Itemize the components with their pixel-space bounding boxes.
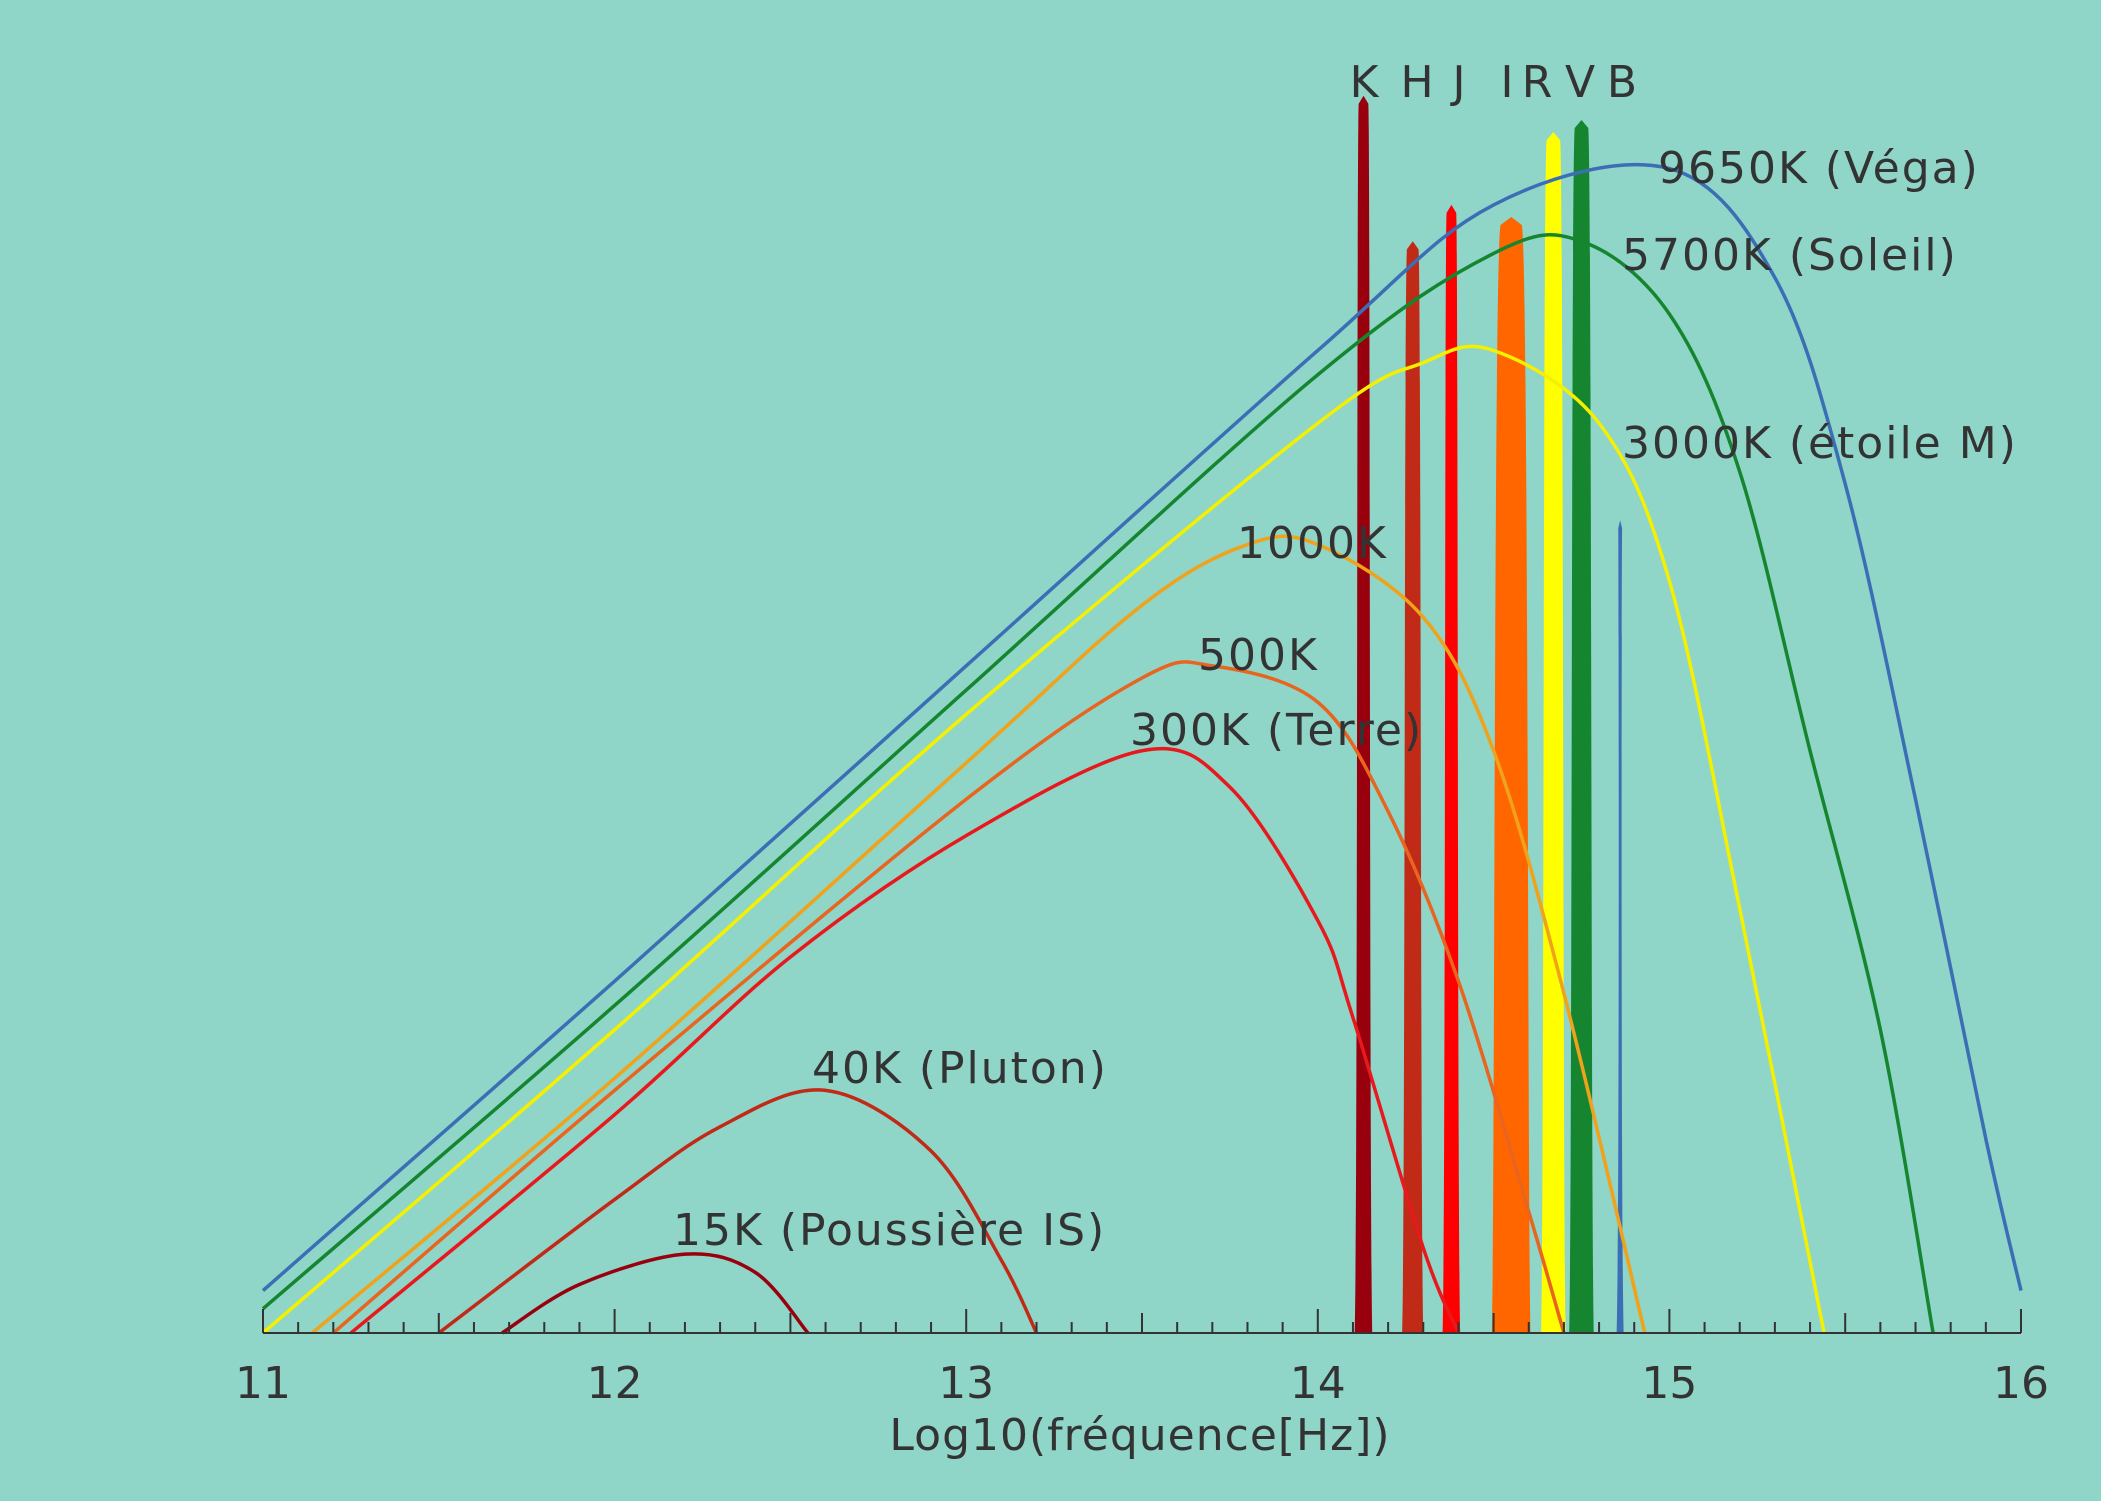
- curve-300k-terre: [349, 746, 1461, 1335]
- curve-3000k-etoile-m: [261, 344, 1826, 1335]
- curve-15k-poussiere-is: [501, 1252, 810, 1335]
- band-letter-k: K: [1350, 57, 1381, 108]
- curve-500k: [332, 660, 1566, 1335]
- band-k: [1354, 95, 1373, 1334]
- curve-9650k-vega: [261, 162, 2023, 1292]
- x-tick-label: 14: [1290, 1358, 1346, 1409]
- curve-5700k-soleil: [261, 233, 1935, 1334]
- curve-40k-pluton: [437, 1088, 1039, 1335]
- label-300k-terre: 300K (Terre): [1130, 705, 1423, 756]
- x-axis: 11 12 13 14 15 16: [235, 1309, 2049, 1409]
- band-i: [1491, 217, 1531, 1333]
- filter-bands: [1354, 95, 1624, 1334]
- label-3000k-etoile-m: 3000K (étoile M): [1622, 418, 2018, 469]
- label-15k-poussiere-is: 15K (Poussière IS): [673, 1205, 1106, 1256]
- curve-1000k: [311, 534, 1647, 1335]
- label-9650k-vega: 9650K (Véga): [1658, 143, 1980, 194]
- label-500k: 500K: [1198, 630, 1319, 681]
- band-j: [1442, 204, 1461, 1333]
- label-5700k-soleil: 5700K (Soleil): [1622, 230, 1958, 281]
- band-letter-i: I: [1501, 57, 1516, 108]
- x-tick-label: 13: [938, 1358, 994, 1409]
- x-tick-label: 16: [1993, 1358, 2049, 1409]
- curve-labels: 9650K (Véga) 5700K (Soleil) 3000K (étoile …: [673, 143, 2018, 1256]
- x-tick-label: 15: [1641, 1358, 1697, 1409]
- band-letter-v: V: [1565, 57, 1597, 108]
- band-h: [1402, 241, 1424, 1333]
- x-axis-title: Log10(fréquence[Hz]): [889, 1410, 1390, 1461]
- band-letter-h: H: [1400, 57, 1435, 108]
- blackbody-curves: [261, 162, 2023, 1335]
- label-1000k: 1000K: [1237, 518, 1388, 569]
- band-letter-j: J: [1450, 57, 1468, 108]
- band-letter-r: R: [1522, 57, 1555, 108]
- x-tick-label: 11: [235, 1358, 291, 1409]
- band-b: [1616, 520, 1624, 1333]
- x-tick-label: 12: [587, 1358, 643, 1409]
- label-40k-pluton: 40K (Pluton): [812, 1043, 1108, 1094]
- band-v: [1569, 120, 1594, 1333]
- band-r: [1541, 132, 1566, 1333]
- band-letter-b: B: [1607, 57, 1639, 108]
